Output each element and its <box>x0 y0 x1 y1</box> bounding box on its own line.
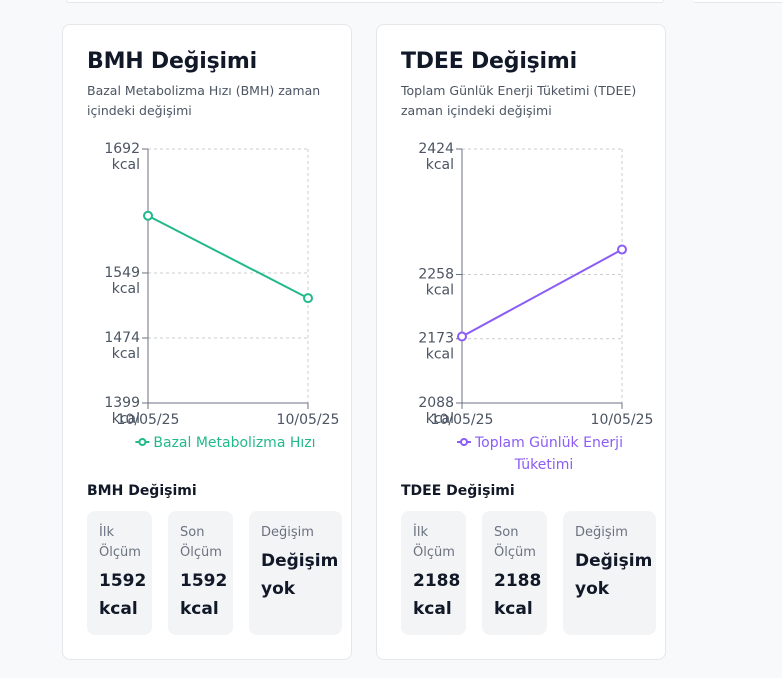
y-tick-unit: kcal <box>426 157 454 173</box>
y-tick-label: 2088 kcal <box>418 395 454 427</box>
y-tick-label: 2424 kcal <box>418 141 454 173</box>
y-tick-label: 1549 kcal <box>104 265 140 297</box>
legend-label: Toplam Günlük Enerji Tüketimi <box>474 435 623 473</box>
legend-marker-icon <box>138 438 147 446</box>
y-tick-value: 1692 <box>104 141 140 157</box>
stat-change: Değişim Değişim yok <box>249 511 342 635</box>
stat-label-line: Ölçüm <box>99 545 141 560</box>
stat-value: 1592 kcal <box>99 567 146 623</box>
section-title: TDEE Değişimi <box>401 483 515 499</box>
y-tick-label: 1474 kcal <box>104 330 140 362</box>
y-tick-label: 2258 kcal <box>418 266 454 298</box>
stat-label-line: Ölçüm <box>180 545 222 560</box>
stat-first-measurement: İlk Ölçüm 1592 kcal <box>87 511 152 635</box>
y-tick-unit: kcal <box>426 347 454 363</box>
bmh-card: BMH Değişimi Bazal Metabolizma Hızı (BMH… <box>62 24 352 660</box>
y-tick-label: 2173 kcal <box>418 331 454 363</box>
stat-label: Değişim <box>575 523 644 543</box>
stat-last-measurement: Son Ölçüm 1592 kcal <box>168 511 233 635</box>
stat-label-line: Son <box>494 525 519 540</box>
stat-value: 2188 kcal <box>494 567 541 623</box>
y-tick-unit: kcal <box>426 282 454 298</box>
stat-value: 2188 kcal <box>413 567 460 623</box>
legend-label-line: Tüketimi <box>514 457 574 473</box>
stat-label-line: Ölçüm <box>413 545 455 560</box>
data-point <box>617 244 627 255</box>
stat-first-measurement: İlk Ölçüm 2188 kcal <box>401 511 466 635</box>
legend-label-line: Bazal Metabolizma Hızı <box>153 435 315 451</box>
y-tick-unit: kcal <box>426 411 454 427</box>
y-tick-value: 2088 <box>418 395 454 411</box>
y-tick-label: 1692 kcal <box>104 141 140 173</box>
y-tick-unit: kcal <box>112 281 140 297</box>
stat-value-line: yok <box>261 579 296 599</box>
stat-value-line: Değişim <box>575 551 653 571</box>
stat-value-line: Değişim <box>261 551 339 571</box>
section-title: BMH Değişimi <box>87 483 197 499</box>
stat-label: İlk Ölçüm <box>99 523 141 563</box>
x-tick-label: 10/05/25 <box>591 412 654 428</box>
y-tick-value: 1549 <box>104 265 140 281</box>
stat-value-line: kcal <box>180 599 219 619</box>
stat-label-line: Son <box>180 525 205 540</box>
stat-last-measurement: Son Ölçüm 2188 kcal <box>482 511 547 635</box>
stat-label-line: Ölçüm <box>494 545 536 560</box>
stat-label-line: İlk <box>413 525 428 540</box>
legend-label: Bazal Metabolizma Hızı <box>153 435 315 451</box>
stat-value-line: kcal <box>494 599 533 619</box>
stat-label-line: İlk <box>99 525 114 540</box>
y-tick-unit: kcal <box>112 346 140 362</box>
stat-label: Değişim <box>261 523 330 543</box>
stat-value: Değişim yok <box>575 547 652 603</box>
card-description: Toplam Günlük Enerji Tüketimi (TDEE) zam… <box>401 83 637 118</box>
y-tick-value: 2173 <box>418 331 454 347</box>
stat-value-line: 2188 <box>494 571 542 591</box>
stat-value-line: yok <box>575 579 610 599</box>
right-panel-edge <box>694 0 782 3</box>
y-tick-unit: kcal <box>112 157 140 173</box>
stat-label-line: Değişim <box>575 525 628 540</box>
y-tick-unit: kcal <box>112 411 140 427</box>
stat-value: 1592 kcal <box>180 567 227 623</box>
stat-label-line: Değişim <box>261 525 314 540</box>
y-tick-value: 2258 <box>418 266 454 282</box>
x-tick-label: 10/05/25 <box>117 412 180 428</box>
x-tick-label: 10/05/25 <box>277 412 340 428</box>
data-point <box>143 210 153 221</box>
stat-label: İlk Ölçüm <box>413 523 455 563</box>
data-point <box>303 293 313 304</box>
stat-value-line: 2188 <box>413 571 461 591</box>
tdee-card: TDEE Değişimi Toplam Günlük Enerji Tüket… <box>376 24 666 660</box>
stat-value-line: kcal <box>413 599 452 619</box>
y-tick-value: 1399 <box>104 395 140 411</box>
y-tick-label: 1399 kcal <box>104 395 140 427</box>
y-tick-value: 2424 <box>418 141 454 157</box>
card-title: BMH Değişimi <box>87 49 257 74</box>
stat-change: Değişim Değişim yok <box>563 511 656 635</box>
previous-card-edge <box>66 0 664 3</box>
y-tick-value: 1474 <box>104 330 140 346</box>
series-line <box>461 248 623 338</box>
stat-value: Değişim yok <box>261 547 338 603</box>
legend-label-line: Toplam Günlük Enerji <box>474 435 623 451</box>
stat-value-line: 1592 <box>180 571 228 591</box>
data-point <box>457 331 467 342</box>
stat-value-line: 1592 <box>99 571 147 591</box>
legend-marker-icon <box>460 438 468 446</box>
stat-label: Son Ölçüm <box>494 523 536 563</box>
x-tick-label: 10/05/25 <box>431 412 494 428</box>
stat-value-line: kcal <box>99 599 138 619</box>
stat-label: Son Ölçüm <box>180 523 222 563</box>
series-line <box>147 214 309 299</box>
card-title: TDEE Değişimi <box>401 49 577 74</box>
card-description: Bazal Metabolizma Hızı (BMH) zaman içind… <box>87 83 321 118</box>
